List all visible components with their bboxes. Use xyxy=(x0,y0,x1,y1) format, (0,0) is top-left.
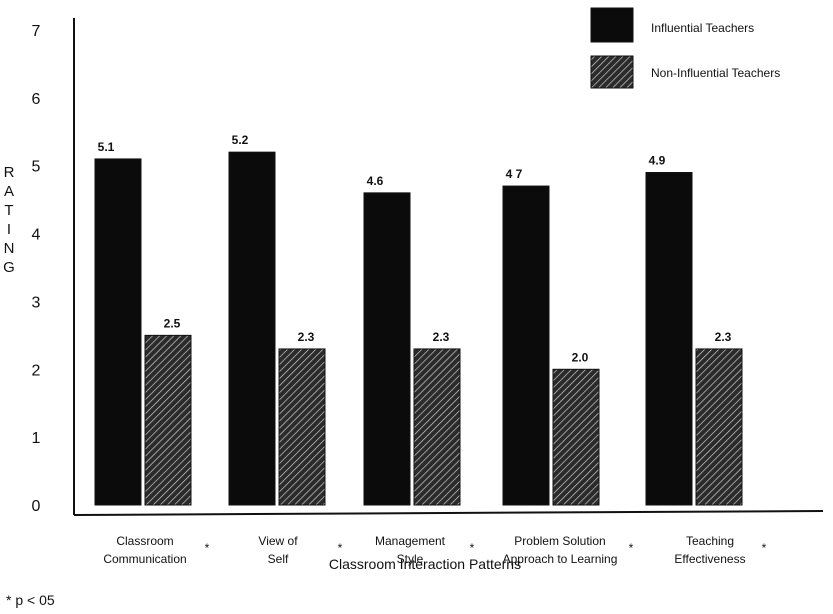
bar-value-label: 2.3 xyxy=(715,330,732,344)
category-label-line: Management xyxy=(375,534,446,548)
bar-non-influential-teachers xyxy=(695,348,743,506)
bar-value-label: 5.1 xyxy=(98,140,115,154)
category-labels: Classroom Communication * View of Self * Manag… xyxy=(103,534,766,566)
y-axis-title-letter: T xyxy=(4,202,13,219)
legend: Influential Teachers Non-Influential Teac… xyxy=(590,7,780,89)
significance-marker: * xyxy=(338,541,343,555)
value-labels: 5.1 5.2 4.6 4 7 4.9 2.5 2.3 2.3 2.0 2.3 xyxy=(98,133,732,364)
category-label-line: Communication xyxy=(103,552,186,566)
y-tick-label: 6 xyxy=(32,91,41,108)
legend-swatch-influential xyxy=(590,7,634,43)
x-axis-line xyxy=(73,510,824,516)
y-tick-label: 0 xyxy=(32,498,41,515)
category-label-line: Self xyxy=(268,552,289,566)
bar-value-label: 2.0 xyxy=(572,350,589,364)
y-tick-label: 5 xyxy=(32,159,41,176)
category-label-line: Effectiveness xyxy=(674,552,745,566)
bar-value-label: 2.3 xyxy=(298,330,315,344)
bar-value-label: 4.9 xyxy=(649,154,666,168)
legend-label-non-influential: Non-Influential Teachers xyxy=(651,66,780,80)
bar-non-influential-teachers xyxy=(413,348,461,506)
bar-influential-teachers xyxy=(363,192,411,506)
bar-value-label: 5.2 xyxy=(232,133,249,147)
bar-value-label: 4.6 xyxy=(367,174,384,188)
y-axis-title-letter: G xyxy=(3,259,15,276)
category-label-line: View of xyxy=(258,534,298,548)
y-tick-label: 2 xyxy=(32,362,41,379)
significance-marker: * xyxy=(629,541,634,555)
category-label-line: Teaching xyxy=(686,534,734,548)
bar-influential-teachers xyxy=(94,158,142,506)
bar-non-influential-teachers xyxy=(278,348,326,506)
y-axis-title-letter: N xyxy=(4,240,15,257)
legend-swatch-non-influential xyxy=(590,55,634,89)
y-tick-label: 7 xyxy=(32,23,41,40)
bar-value-label: 2.3 xyxy=(433,330,450,344)
bar-value-label: 2.5 xyxy=(164,316,181,330)
x-axis-title: Classroom Interaction Patterns xyxy=(329,556,521,572)
y-tick-label: 3 xyxy=(32,294,41,311)
footnote: * p < 05 xyxy=(6,592,55,608)
bar-influential-teachers xyxy=(502,185,550,506)
bar-influential-teachers xyxy=(645,172,693,506)
bars xyxy=(94,151,743,506)
significance-marker: * xyxy=(205,541,210,555)
category-label-line: Classroom xyxy=(116,534,173,548)
category-label-line: Style xyxy=(397,552,424,566)
significance-marker: * xyxy=(470,541,475,555)
bar-influential-teachers xyxy=(228,151,276,506)
y-tick-label: 1 xyxy=(32,430,41,447)
y-axis-title-letter: A xyxy=(4,183,14,200)
x-axis xyxy=(73,510,824,516)
bar-non-influential-teachers xyxy=(144,334,192,506)
legend-label-influential: Influential Teachers xyxy=(651,21,754,35)
y-axis-title-letter: R xyxy=(4,164,15,181)
y-axis-title-letter: I xyxy=(7,221,11,238)
significance-marker: * xyxy=(762,541,767,555)
category-label-line: Approach to Learning xyxy=(503,552,618,566)
category-label-line: Problem Solution xyxy=(514,534,605,548)
y-tick-label: 4 xyxy=(32,227,41,244)
y-tick-labels: 0 1 2 3 4 5 6 7 xyxy=(32,23,41,515)
bar-value-label: 4 7 xyxy=(506,167,523,181)
bar-non-influential-teachers xyxy=(552,368,600,506)
